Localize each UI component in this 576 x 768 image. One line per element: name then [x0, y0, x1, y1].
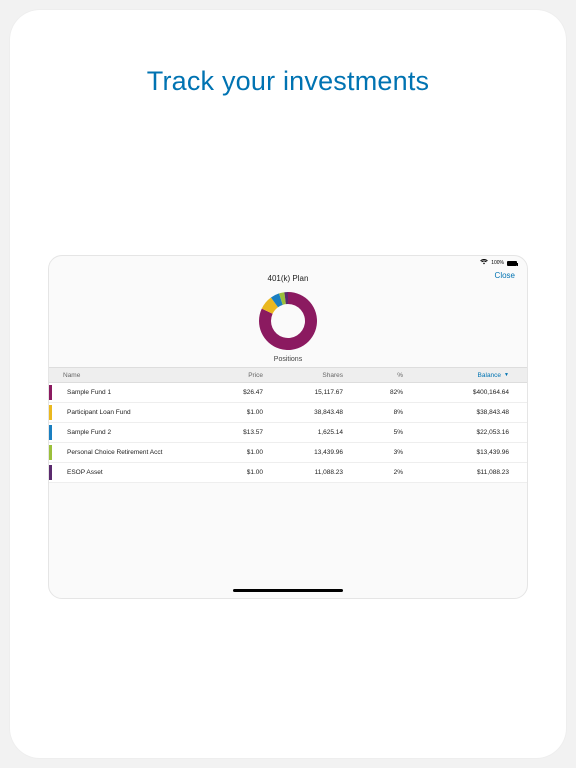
table-row[interactable]: Sample Fund 2$13.571,625.145%$22,053.16 [49, 423, 527, 443]
wifi-icon [480, 259, 488, 267]
cell-pct: 3% [343, 449, 403, 456]
row-color-bar [49, 385, 52, 400]
cell-price: $1.00 [193, 409, 263, 416]
promo-title: Track your investments [10, 66, 566, 97]
close-button[interactable]: Close [495, 271, 515, 280]
cell-pct: 8% [343, 409, 403, 416]
battery-icon [507, 261, 517, 266]
home-indicator [233, 589, 343, 592]
cell-name: Sample Fund 2 [63, 429, 193, 436]
cell-balance: $400,164.64 [403, 389, 509, 396]
page-title: 401(k) Plan [268, 274, 309, 283]
cell-shares: 38,843.48 [263, 409, 343, 416]
cell-shares: 11,088.23 [263, 469, 343, 476]
row-color-bar [49, 445, 52, 460]
row-color-bar [49, 425, 52, 440]
cell-balance: $38,843.48 [403, 409, 509, 416]
status-bar: 100% [49, 256, 527, 268]
cell-pct: 2% [343, 469, 403, 476]
cell-pct: 5% [343, 429, 403, 436]
cell-name: Personal Choice Retirement Acct [63, 449, 193, 456]
table-row[interactable]: Personal Choice Retirement Acct$1.0013,4… [49, 443, 527, 463]
cell-balance: $11,088.23 [403, 469, 509, 476]
row-color-bar [49, 405, 52, 420]
table-row[interactable]: Sample Fund 1$26.4715,117.6782%$400,164.… [49, 383, 527, 403]
col-balance-label: Balance [478, 372, 502, 379]
device-frame: Track your investments 100% 401(k) Plan … [10, 10, 566, 758]
cell-shares: 13,439.96 [263, 449, 343, 456]
cell-price: $1.00 [193, 469, 263, 476]
cell-price: $1.00 [193, 449, 263, 456]
cell-price: $26.47 [193, 389, 263, 396]
cell-name: Sample Fund 1 [63, 389, 193, 396]
row-color-bar [49, 465, 52, 480]
cell-shares: 1,625.14 [263, 429, 343, 436]
positions-rows: Sample Fund 1$26.4715,117.6782%$400,164.… [49, 383, 527, 483]
section-title: Positions [49, 356, 527, 363]
cell-balance: $13,439.96 [403, 449, 509, 456]
col-balance[interactable]: Balance ▼ [403, 372, 509, 379]
donut-chart [49, 288, 527, 352]
col-shares[interactable]: Shares [263, 372, 343, 379]
col-pct[interactable]: % [343, 372, 403, 379]
battery-pct: 100% [491, 260, 504, 266]
col-name[interactable]: Name [63, 372, 193, 379]
cell-name: ESOP Asset [63, 469, 193, 476]
screen-header: 401(k) Plan Close [49, 268, 527, 288]
donut-svg [259, 292, 317, 350]
table-row[interactable]: ESOP Asset$1.0011,088.232%$11,088.23 [49, 463, 527, 483]
cell-price: $13.57 [193, 429, 263, 436]
col-price[interactable]: Price [193, 372, 263, 379]
table-header: Name Price Shares % Balance ▼ [49, 367, 527, 383]
cell-shares: 15,117.67 [263, 389, 343, 396]
sort-desc-icon: ▼ [504, 372, 509, 378]
table-row[interactable]: Participant Loan Fund$1.0038,843.488%$38… [49, 403, 527, 423]
app-screen: 100% 401(k) Plan Close Positions Name Pr… [48, 255, 528, 599]
cell-pct: 82% [343, 389, 403, 396]
cell-name: Participant Loan Fund [63, 409, 193, 416]
cell-balance: $22,053.16 [403, 429, 509, 436]
